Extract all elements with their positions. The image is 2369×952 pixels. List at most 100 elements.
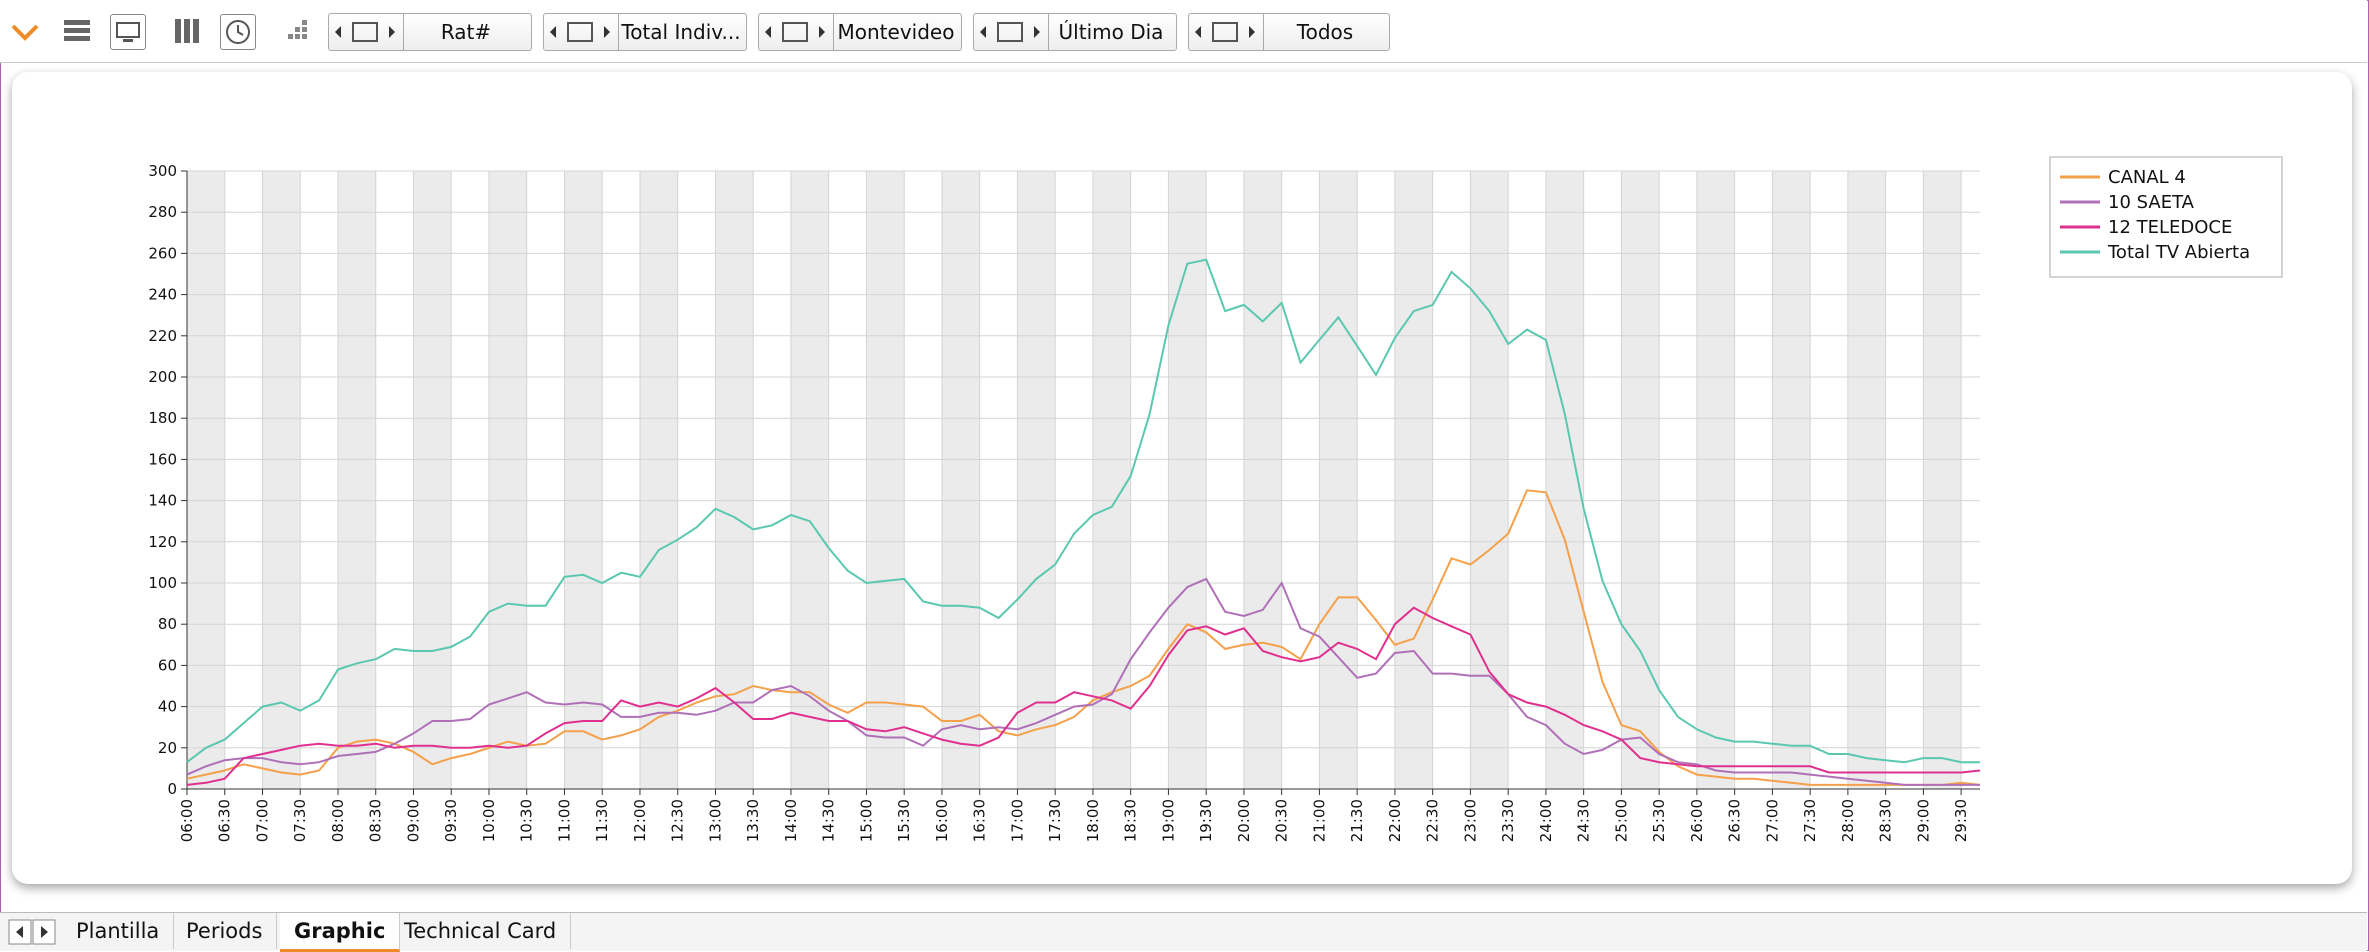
tab[interactable]: Graphic: [280, 913, 401, 952]
band: [639, 171, 678, 789]
y-tick-label: 60: [158, 656, 177, 674]
dropdown[interactable]: Total Indiv...: [543, 13, 747, 51]
list-icon[interactable]: [60, 14, 94, 48]
x-tick-label: 13:30: [744, 799, 762, 842]
x-tick-label: 06:30: [216, 799, 234, 842]
x-tick-label: 25:00: [1612, 799, 1630, 842]
tab[interactable]: Periods: [172, 913, 278, 949]
series-line: [186, 489, 1981, 786]
x-tick-label: 20:00: [1235, 799, 1253, 842]
x-tick-label: 18:30: [1122, 799, 1140, 842]
tab-scroll[interactable]: [8, 919, 58, 945]
x-tick-label: 22:00: [1386, 799, 1404, 842]
collapse-icon[interactable]: [8, 14, 42, 48]
x-tick-label: 15:00: [857, 799, 875, 842]
x-tick-label: 25:30: [1650, 799, 1668, 842]
band: [1470, 171, 1509, 789]
x-tick-label: 13:00: [706, 799, 724, 842]
band: [1923, 171, 1962, 789]
tab[interactable]: Technical Card: [390, 913, 572, 949]
band: [1772, 171, 1811, 789]
y-tick-label: 40: [158, 698, 177, 716]
y-tick-label: 180: [148, 409, 177, 427]
x-tick-label: 27:30: [1801, 799, 1819, 842]
tab[interactable]: Plantilla: [62, 913, 175, 949]
dropdown[interactable]: Último Dia: [973, 13, 1177, 51]
band: [790, 171, 829, 789]
x-tick-label: 08:00: [329, 799, 347, 842]
dropdown-text: Total Indiv...: [621, 20, 741, 44]
legend-label: CANAL 4: [2108, 167, 2186, 188]
tab-bar: Plantilla Periods Graphic Technical Card: [0, 912, 2367, 952]
dropdown-arrows: [974, 14, 1049, 50]
x-tick-label: 18:00: [1084, 799, 1102, 842]
series-line: [186, 577, 1980, 786]
x-tick-label: 27:00: [1763, 799, 1781, 842]
columns-icon[interactable]: [170, 14, 204, 48]
dropdown-arrows: [544, 14, 619, 50]
x-tick-label: 19:00: [1159, 799, 1177, 842]
band: [337, 171, 376, 789]
x-tick-label: 07:00: [253, 799, 271, 842]
dropdown-text: Todos: [1296, 20, 1354, 44]
band: [564, 171, 603, 789]
y-tick-label: 120: [148, 533, 177, 551]
dropdown-text: Rat#: [440, 20, 492, 44]
x-tick-label: 12:30: [669, 799, 687, 842]
y-tick-label: 260: [148, 244, 177, 262]
x-tick-label: 12:00: [631, 799, 649, 842]
screen-icon[interactable]: [110, 14, 146, 50]
dropdown-arrows: [759, 14, 834, 50]
y-tick-label: 80: [158, 615, 177, 633]
x-tick-label: 17:00: [1008, 799, 1026, 842]
band: [1394, 171, 1433, 789]
y-tick-label: 160: [148, 450, 177, 468]
dropdown-text: Último Dia: [1058, 20, 1164, 44]
x-tick-label: 10:00: [480, 799, 498, 842]
band: [1696, 171, 1735, 789]
x-tick-label: 07:30: [291, 799, 309, 842]
x-tick-label: 29:30: [1952, 799, 1970, 842]
band: [866, 171, 905, 789]
y-tick-label: 220: [148, 327, 177, 345]
x-tick-label: 19:30: [1197, 799, 1215, 842]
x-tick-label: 23:30: [1499, 799, 1517, 842]
x-tick-label: 11:00: [555, 799, 573, 842]
x-tick-label: 26:30: [1726, 799, 1744, 842]
legend-label: 12 TELEDOCE: [2108, 217, 2232, 238]
clock-icon[interactable]: [220, 14, 256, 50]
band: [413, 171, 452, 789]
x-tick-label: 10:30: [518, 799, 536, 842]
dropdown[interactable]: Rat#: [328, 13, 532, 51]
dropdown[interactable]: Todos: [1188, 13, 1390, 51]
dropdown[interactable]: Montevideo: [758, 13, 962, 51]
x-tick-label: 09:00: [404, 799, 422, 842]
band: [715, 171, 754, 789]
x-tick-label: 21:30: [1348, 799, 1366, 842]
x-tick-label: 22:30: [1424, 799, 1442, 842]
band: [1017, 171, 1056, 789]
chart: 0 20 40 60 80 100 120 140 160 180 200 220 240 260 280 3…: [148, 156, 2283, 842]
x-tick-label: 08:30: [367, 799, 385, 842]
x-tick-label: 20:30: [1273, 799, 1291, 842]
x-tick-label: 17:30: [1046, 799, 1064, 842]
band: [187, 171, 225, 789]
chart-panel: 0 20 40 60 80 100 120 140 160 180 200 220 240 260 280 3…: [12, 72, 2352, 884]
band: [1847, 171, 1886, 789]
x-tick-label: 06:00: [178, 799, 196, 842]
x-tick-label: 15:30: [895, 799, 913, 842]
grid-icon[interactable]: [282, 14, 316, 48]
band: [941, 171, 980, 789]
x-tick-label: 26:00: [1688, 799, 1706, 842]
x-tick-label: 29:00: [1914, 799, 1932, 842]
band: [1168, 171, 1207, 789]
y-tick-label: 240: [148, 286, 177, 304]
x-tick-label: 11:30: [593, 799, 611, 842]
band: [1319, 171, 1358, 789]
x-tick-label: 21:00: [1310, 799, 1328, 842]
band: [1092, 171, 1131, 789]
y-tick-label: 280: [148, 203, 177, 221]
y-tick-label: 20: [158, 739, 177, 757]
x-tick-label: 24:00: [1537, 799, 1555, 842]
